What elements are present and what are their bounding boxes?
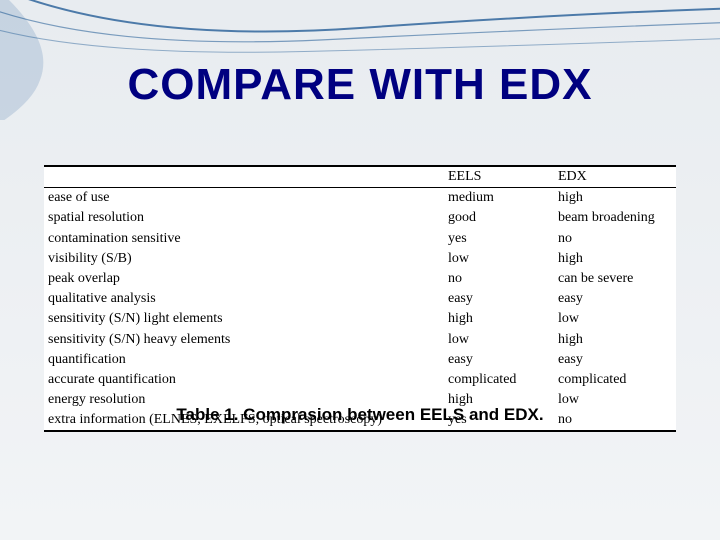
cell-property: sensitivity (S/N) light elements [44,309,444,329]
cell-edx: easy [554,289,676,309]
cell-property: sensitivity (S/N) heavy elements [44,330,444,350]
comparison-table: EELS EDX ease of usemediumhighspatial re… [44,165,676,432]
cell-property: visibility (S/B) [44,249,444,269]
header-cell-property [44,167,444,187]
table-row: spatial resolutiongoodbeam broadening [44,208,676,228]
cell-edx: high [554,249,676,269]
cell-eels: low [444,249,554,269]
header-cell-edx: EDX [554,167,676,187]
cell-property: accurate quantification [44,370,444,390]
cell-edx: beam broadening [554,208,676,228]
header-cell-eels: EELS [444,167,554,187]
table-row: sensitivity (S/N) light elementshighlow [44,309,676,329]
cell-eels: high [444,309,554,329]
table-row: accurate quantificationcomplicatedcompli… [44,370,676,390]
slide-title: COMPARE WITH EDX [0,60,720,110]
cell-property: qualitative analysis [44,289,444,309]
cell-property: peak overlap [44,269,444,289]
cell-eels: easy [444,289,554,309]
table-row: contamination sensitiveyesno [44,229,676,249]
cell-property: contamination sensitive [44,229,444,249]
cell-eels: yes [444,229,554,249]
cell-edx: can be severe [554,269,676,289]
table-row: ease of usemediumhigh [44,188,676,208]
cell-edx: high [554,188,676,208]
cell-eels: easy [444,350,554,370]
table-row: visibility (S/B)lowhigh [44,249,676,269]
cell-eels: no [444,269,554,289]
cell-eels: low [444,330,554,350]
cell-edx: high [554,330,676,350]
table-row: sensitivity (S/N) heavy elementslowhigh [44,330,676,350]
cell-eels: medium [444,188,554,208]
cell-edx: no [554,229,676,249]
cell-edx: easy [554,350,676,370]
table-row: peak overlapnocan be severe [44,269,676,289]
table-row: quantificationeasyeasy [44,350,676,370]
table-header: EELS EDX [44,167,676,188]
cell-eels: good [444,208,554,228]
cell-property: spatial resolution [44,208,444,228]
cell-property: ease of use [44,188,444,208]
cell-property: quantification [44,350,444,370]
cell-eels: complicated [444,370,554,390]
table-row: qualitative analysiseasyeasy [44,289,676,309]
cell-edx: complicated [554,370,676,390]
cell-edx: low [554,309,676,329]
table-caption: Table 1. Comprasion between EELS and EDX… [0,405,720,425]
